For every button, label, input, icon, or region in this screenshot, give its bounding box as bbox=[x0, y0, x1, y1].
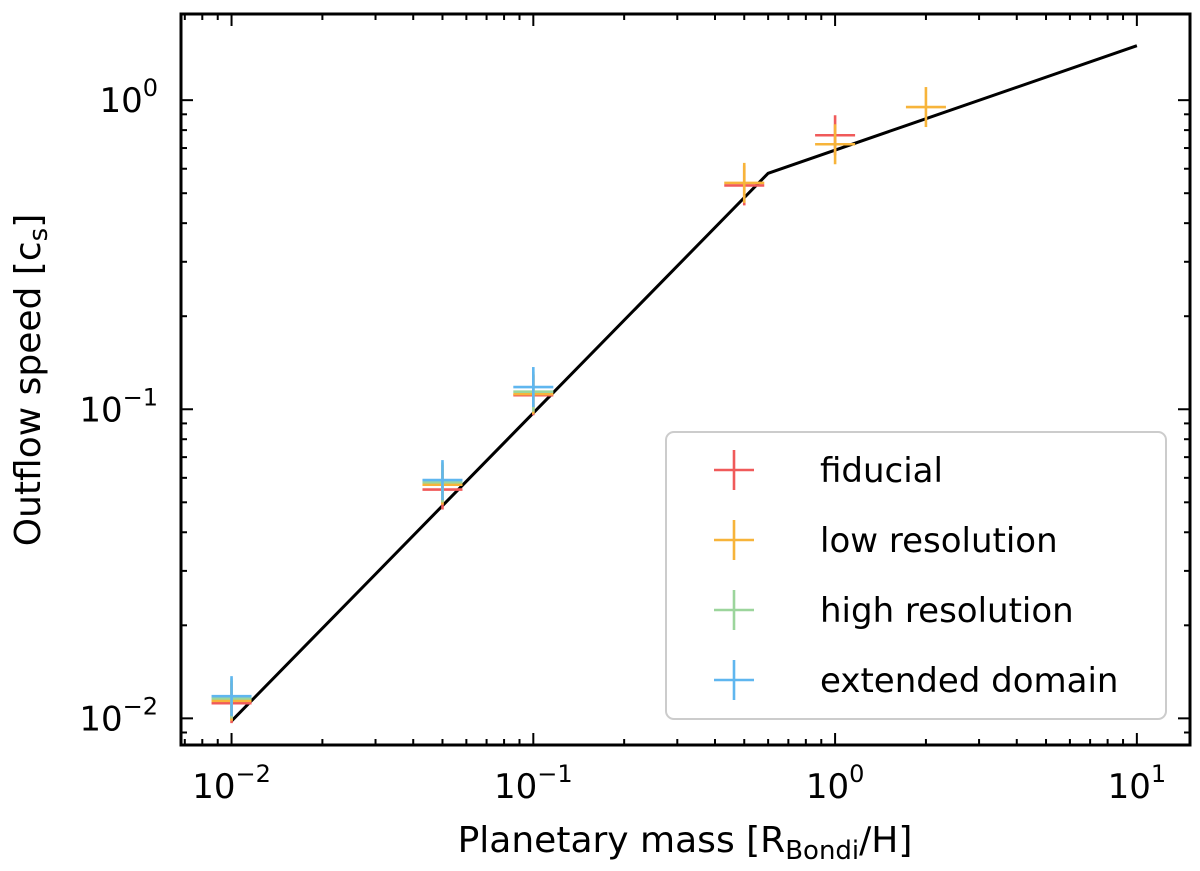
legend-box bbox=[665, 431, 1167, 720]
legend-item: extended domain bbox=[714, 660, 1118, 701]
legend-item: high resolution bbox=[714, 590, 1074, 631]
x-tick-base: 10 bbox=[192, 767, 235, 807]
x-axis-label: Planetary mass [RBondi/H] bbox=[458, 820, 913, 866]
legend-label: fiducial bbox=[820, 451, 943, 491]
x-tick-label: 101 bbox=[1108, 760, 1167, 807]
x-tick-exp: 1 bbox=[1151, 760, 1166, 788]
data-point bbox=[724, 162, 765, 203]
y-tick-label: 10−1 bbox=[79, 383, 158, 430]
x-tick-base: 10 bbox=[494, 767, 537, 807]
x-tick-base: 10 bbox=[1108, 767, 1151, 807]
y-tick-label: 10−2 bbox=[79, 692, 158, 739]
y-tick-base: 10 bbox=[79, 699, 122, 739]
y-tick-label: 100 bbox=[99, 74, 158, 121]
x-tick-label: 10−2 bbox=[192, 760, 271, 807]
x-tick-base: 10 bbox=[806, 767, 849, 807]
legend-label: extended domain bbox=[820, 661, 1118, 701]
legend-label: low resolution bbox=[820, 521, 1058, 561]
legend-item: fiducial bbox=[714, 450, 943, 491]
y-axis-label: Outflow speed [cs] bbox=[8, 214, 54, 547]
x-tick-exp: −1 bbox=[537, 760, 572, 788]
data-point bbox=[211, 676, 252, 717]
y-tick-exp: −2 bbox=[123, 692, 158, 720]
y-tick-base: 10 bbox=[99, 81, 142, 121]
legend-item: low resolution bbox=[714, 520, 1058, 561]
fit-line bbox=[230, 44, 1138, 723]
x-tick-label: 10−1 bbox=[494, 760, 573, 807]
data-point bbox=[815, 124, 856, 165]
x-tick-exp: 0 bbox=[849, 760, 864, 788]
data-point bbox=[422, 460, 463, 501]
data-point bbox=[905, 87, 946, 128]
data-point bbox=[513, 367, 554, 408]
series-extended-domain bbox=[211, 367, 554, 717]
x-tick-label: 100 bbox=[806, 760, 865, 807]
plot-area bbox=[211, 44, 1138, 724]
legend: fiducial low resolution high resolution ext… bbox=[665, 431, 1167, 720]
y-tick-base: 10 bbox=[79, 390, 122, 430]
x-tick-exp: −2 bbox=[235, 760, 270, 788]
y-tick-exp: 0 bbox=[143, 74, 158, 102]
plot-frame bbox=[179, 12, 1192, 747]
y-tick-exp: −1 bbox=[123, 383, 158, 411]
legend-label: high resolution bbox=[820, 591, 1074, 631]
